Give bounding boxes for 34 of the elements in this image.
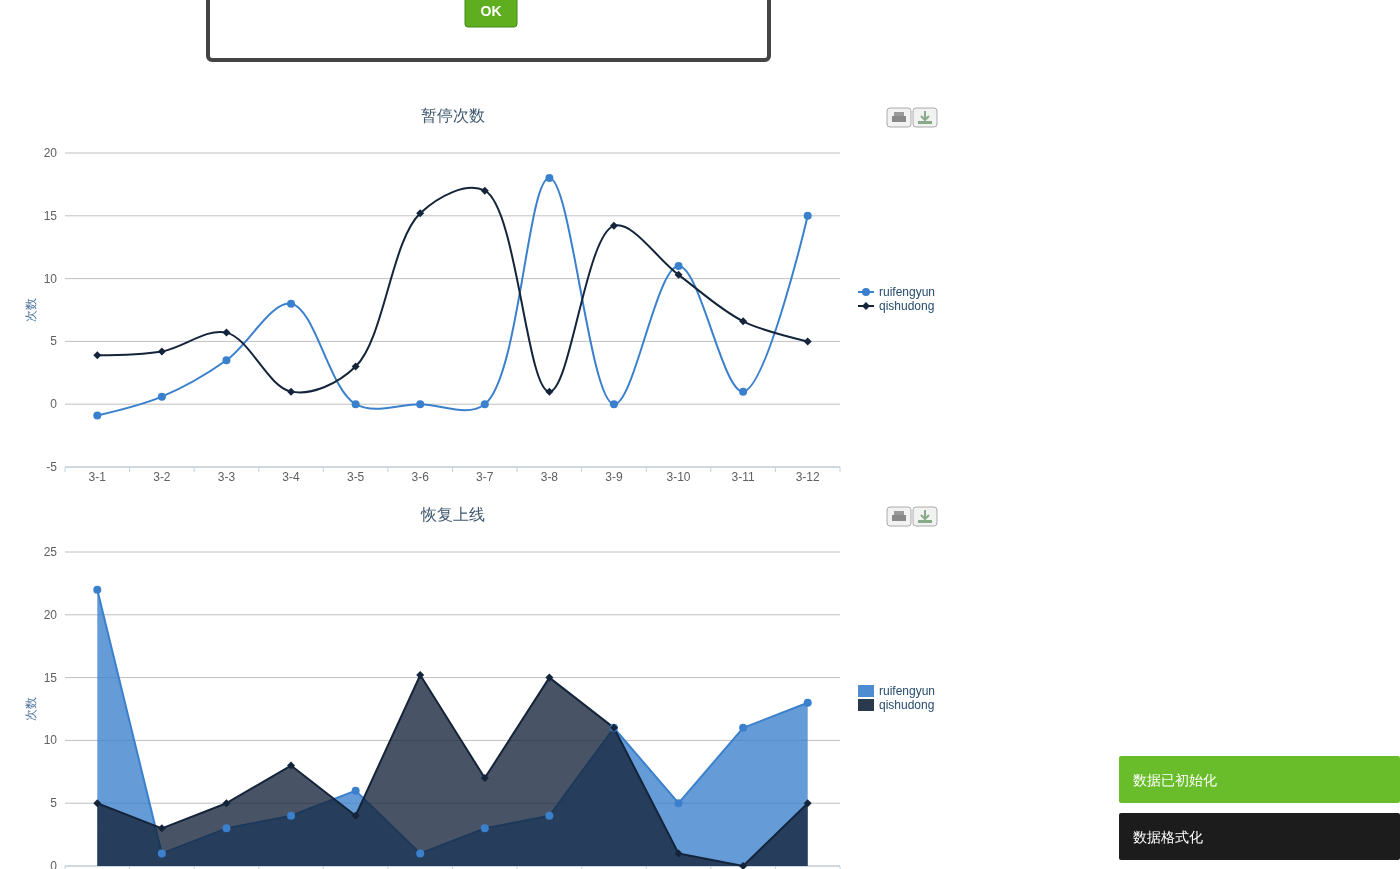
legend-label: qishudong [879, 299, 935, 313]
x-tick-label: 3-7 [476, 470, 494, 484]
y-tick-label: 15 [43, 670, 58, 685]
x-tick-label: 3-1 [88, 470, 107, 484]
x-tick-label: 3-3 [217, 470, 236, 484]
x-tick-label: 3-6 [411, 470, 430, 484]
y-tick-label: 10 [43, 271, 58, 286]
x-tick-label: 3-4 [282, 470, 301, 484]
y-tick-label: -5 [46, 460, 58, 474]
y-tick-label: 25 [43, 545, 58, 559]
y-tick-label: 5 [50, 334, 58, 349]
x-tick-label: 3-10 [666, 470, 691, 484]
x-tick-label: 3-8 [540, 470, 559, 484]
x-tick-label: 3-2 [153, 470, 171, 484]
y-tick-label: 5 [50, 796, 58, 811]
text: 数据格式化 [1133, 829, 1203, 845]
y-tick-label: 20 [43, 607, 58, 622]
y-tick-label: 20 [43, 146, 58, 160]
chart-title: 暂停次数 [420, 107, 485, 124]
legend-label: ruifengyun [879, 684, 936, 698]
y-axis-title: 次数 [24, 697, 38, 721]
x-tick-label: 3-5 [346, 470, 365, 484]
legend-label: qishudong [879, 698, 935, 712]
text: 数据已初始化 [1133, 772, 1217, 788]
y-axis-title: 次数 [24, 298, 38, 322]
x-tick-label: 3-9 [605, 470, 623, 484]
y-tick-label: 10 [43, 733, 58, 748]
legend-label: ruifengyun [879, 285, 936, 299]
y-tick-label: 15 [43, 208, 58, 223]
x-tick-label: 3-11 [731, 470, 756, 484]
y-tick-label: 0 [50, 397, 58, 412]
x-tick-label: 3-12 [795, 470, 821, 484]
text: OK [480, 3, 502, 19]
chart-title: 恢复上线 [419, 506, 485, 523]
